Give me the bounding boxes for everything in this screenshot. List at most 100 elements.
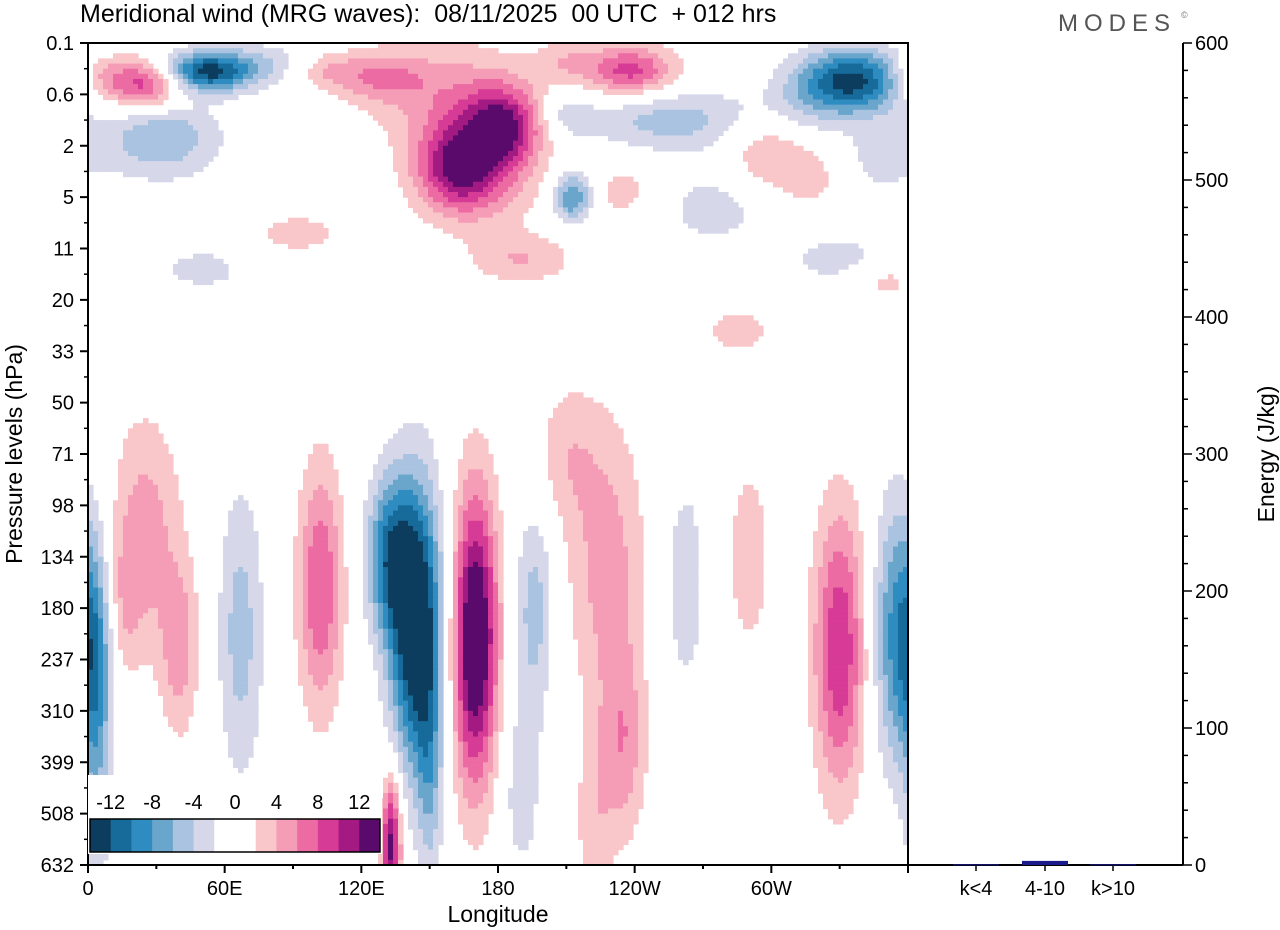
field-cell xyxy=(433,161,439,167)
field-cell xyxy=(868,78,874,85)
field-cell xyxy=(823,48,829,54)
field-cell xyxy=(418,58,424,65)
field-cell xyxy=(548,43,554,49)
field-cell xyxy=(573,392,579,399)
field-cell xyxy=(468,464,474,471)
field-cell xyxy=(233,94,239,101)
field-cell xyxy=(508,114,514,121)
field-cell xyxy=(828,84,834,90)
field-cell xyxy=(468,58,474,65)
field-cell xyxy=(193,150,199,157)
field-cell xyxy=(663,114,669,121)
field-cell xyxy=(438,114,444,121)
field-cell xyxy=(853,99,859,106)
field-cell xyxy=(643,135,649,142)
field-cell xyxy=(598,407,604,414)
field-cell xyxy=(578,202,584,208)
field-cell xyxy=(538,145,544,152)
field-cell xyxy=(728,114,734,121)
field-cell xyxy=(193,263,199,270)
field-cell xyxy=(113,161,119,167)
field-cell xyxy=(613,495,619,501)
field-cell xyxy=(133,500,139,506)
field-cell xyxy=(318,474,324,481)
field-cell xyxy=(468,161,474,167)
field-cell xyxy=(433,495,439,501)
field-cell xyxy=(323,53,329,60)
field-cell xyxy=(108,166,114,173)
field-cell xyxy=(393,43,399,49)
field-cell xyxy=(338,500,344,506)
field-cell xyxy=(863,114,869,121)
field-cell xyxy=(543,253,549,260)
field-cell xyxy=(878,279,884,286)
field-cell xyxy=(573,130,579,137)
field-cell xyxy=(418,479,424,486)
field-cell xyxy=(138,150,144,157)
field-cell xyxy=(838,525,844,532)
field-cell xyxy=(488,135,494,142)
field-cell xyxy=(498,73,504,80)
field-cell xyxy=(133,161,139,167)
field-cell xyxy=(478,140,484,147)
field-cell xyxy=(418,428,424,435)
field-cell xyxy=(683,505,689,512)
field-cell xyxy=(883,489,889,496)
field-cell xyxy=(803,186,809,193)
field-cell xyxy=(798,84,804,90)
field-cell xyxy=(303,217,309,224)
field-cell xyxy=(313,459,319,465)
field-cell xyxy=(223,53,229,60)
field-cell xyxy=(528,73,534,80)
field-cell xyxy=(128,125,134,131)
field-cell xyxy=(93,525,99,532)
field-cell xyxy=(453,140,459,147)
field-cell xyxy=(578,495,584,501)
field-cell xyxy=(813,114,819,121)
field-cell xyxy=(598,495,604,501)
field-cell xyxy=(178,68,184,75)
field-cell xyxy=(338,84,344,90)
field-cell xyxy=(643,120,649,126)
field-cell xyxy=(153,454,159,460)
field-cell xyxy=(813,263,819,270)
field-cell xyxy=(213,274,219,280)
field-cell xyxy=(153,469,159,476)
field-cell xyxy=(523,89,529,95)
field-cell xyxy=(88,525,94,532)
field-cell xyxy=(848,500,854,506)
field-cell xyxy=(448,150,454,157)
field-cell xyxy=(513,58,519,65)
field-cell xyxy=(228,78,234,85)
field-cell xyxy=(883,176,889,183)
field-cell xyxy=(213,53,219,60)
field-cell xyxy=(623,89,629,95)
field-cell xyxy=(188,274,194,280)
field-cell xyxy=(473,68,479,75)
field-cell xyxy=(618,489,624,496)
field-cell xyxy=(498,186,504,193)
field-cell xyxy=(788,94,794,101)
field-cell xyxy=(483,161,489,167)
field-cell xyxy=(473,135,479,142)
field-cell xyxy=(318,84,324,90)
field-cell xyxy=(813,248,819,255)
field-cell xyxy=(513,145,519,152)
field-cell xyxy=(463,58,469,65)
field-cell xyxy=(443,94,449,101)
field-cell xyxy=(518,227,524,234)
field-cell xyxy=(568,448,574,455)
field-cell xyxy=(198,150,204,157)
field-cell xyxy=(383,459,389,465)
field-cell xyxy=(903,489,909,496)
field-cell xyxy=(818,186,824,193)
field-cell xyxy=(603,125,609,131)
field-cell xyxy=(688,202,694,208)
field-cell xyxy=(168,150,174,157)
field-cell xyxy=(648,120,654,126)
field-cell xyxy=(388,125,394,131)
field-cell xyxy=(428,94,434,101)
field-cell xyxy=(453,99,459,106)
field-cell xyxy=(718,130,724,137)
field-cell xyxy=(828,495,834,501)
